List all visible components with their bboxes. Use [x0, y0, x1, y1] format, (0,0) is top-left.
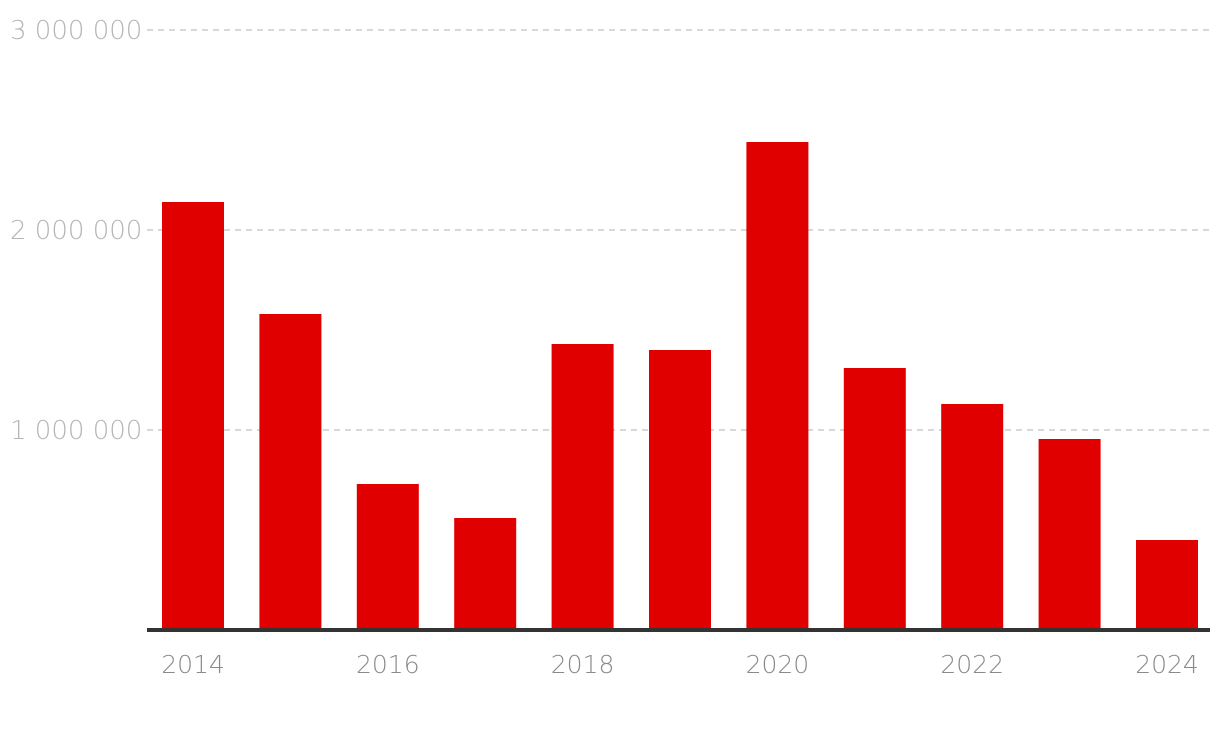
bar-2015	[259, 314, 322, 630]
bar-2023	[1038, 439, 1101, 630]
x-axis-labels: 2014 2016 2018 2020 2022 2024	[161, 650, 1199, 679]
bar-2020	[746, 142, 809, 630]
x-tick-label: 2020	[746, 650, 810, 679]
bar-2014	[162, 202, 224, 630]
bar-2019	[649, 350, 711, 630]
bar-2024	[1136, 540, 1198, 630]
bar-2021	[843, 368, 906, 630]
y-tick-label: 1 000 000	[10, 416, 142, 446]
x-tick-label: 2018	[551, 650, 615, 679]
bar-2018	[551, 344, 614, 630]
y-tick-label: 3 000 000	[10, 16, 142, 46]
y-tick-label: 2 000 000	[10, 216, 142, 246]
bar-2022	[941, 404, 1004, 630]
x-tick-label: 2022	[940, 650, 1004, 679]
x-tick-label: 2024	[1135, 650, 1199, 679]
bar-2017	[454, 518, 517, 630]
x-tick-label: 2016	[356, 650, 420, 679]
bars	[162, 142, 1198, 630]
x-tick-label: 2014	[161, 650, 225, 679]
y-axis-labels: 1 000 000 2 000 000 3 000 000	[10, 16, 142, 446]
bar-2016	[356, 484, 419, 630]
